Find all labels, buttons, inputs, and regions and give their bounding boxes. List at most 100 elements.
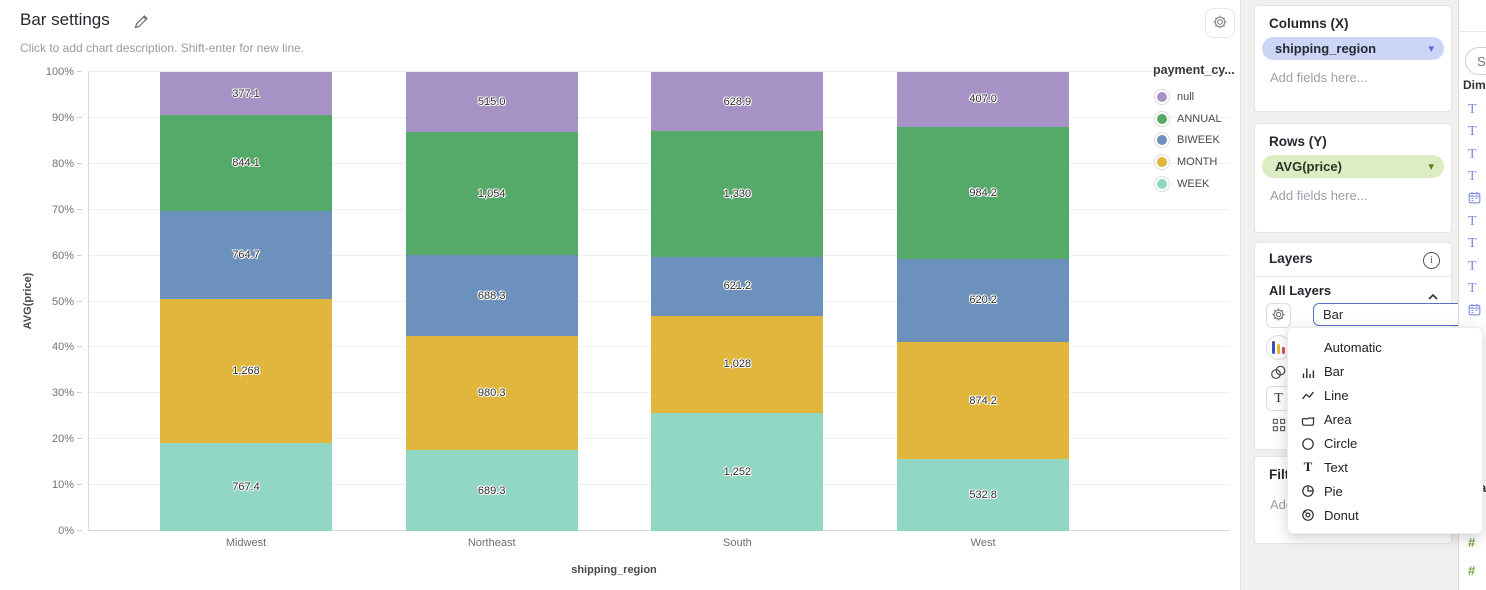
legend-swatch-icon xyxy=(1157,156,1167,167)
y-tick-label: 30% xyxy=(51,387,74,400)
bar-segment[interactable]: 764.7 xyxy=(160,211,332,299)
bar-value-label: 980.3 xyxy=(477,387,506,400)
dimension-field-item[interactable]: T xyxy=(1468,257,1477,277)
pie-chart-icon xyxy=(1301,484,1324,498)
menu-item-donut[interactable]: Donut xyxy=(1288,503,1482,527)
bar-value-label: 688.3 xyxy=(477,289,506,302)
rows-field-pill[interactable]: AVG(price) ▾ xyxy=(1262,155,1444,178)
stacked-bar: 1,252 1,028 621.2 1,330 628.9 xyxy=(651,72,824,531)
layer-type-select[interactable]: Bar ▾ xyxy=(1313,303,1471,326)
dimension-field-item[interactable]: T xyxy=(1468,145,1477,165)
menu-item-line[interactable]: Line xyxy=(1288,384,1482,408)
y-tick-mark xyxy=(77,392,82,394)
bar-segment[interactable]: 844.1 xyxy=(160,115,332,212)
measure-field-item[interactable]: # xyxy=(1468,560,1475,580)
rows-add-fields-dropzone[interactable]: Add fields here... xyxy=(1270,188,1368,203)
dimension-field-item[interactable]: T xyxy=(1468,122,1477,142)
legend-item[interactable]: BIWEEK xyxy=(1153,129,1239,151)
bar-segment[interactable]: 874.2 xyxy=(897,342,1070,460)
bar-segment[interactable]: 407.0 xyxy=(897,72,1070,127)
stacked-bar: 689.3 980.3 688.3 1,054 515.0 xyxy=(405,72,578,531)
menu-item-circle[interactable]: Circle xyxy=(1288,432,1482,456)
bar-segment[interactable]: 1,054 xyxy=(405,132,578,256)
number-field-icon: # xyxy=(1468,534,1476,550)
menu-item-automatic[interactable]: Automatic xyxy=(1288,336,1482,360)
legend-swatch-icon xyxy=(1157,91,1167,102)
chart-description-placeholder[interactable]: Click to add chart description. Shift-en… xyxy=(20,41,305,55)
text-field-icon: T xyxy=(1468,102,1477,117)
bar-segment[interactable]: 1,330 xyxy=(651,131,824,258)
bar-value-label: 1,054 xyxy=(477,187,506,200)
y-tick-label: 100% xyxy=(45,66,74,78)
gridline xyxy=(88,71,1230,72)
dimension-field-item[interactable] xyxy=(1468,190,1481,210)
dimension-field-item[interactable]: T xyxy=(1468,234,1477,254)
text-chart-icon: T xyxy=(1301,460,1324,474)
bar-segment[interactable]: 689.3 xyxy=(405,450,578,531)
menu-item-label: Area xyxy=(1324,412,1352,428)
y-tick-mark xyxy=(77,162,82,164)
bar-segment[interactable]: 515.0 xyxy=(405,72,578,133)
dimension-field-item[interactable] xyxy=(1468,302,1481,322)
legend-item[interactable]: WEEK xyxy=(1153,173,1239,195)
stacked-bar: 532.8 874.2 620.2 984.2 407.0 xyxy=(897,72,1070,531)
dimension-field-item[interactable]: T xyxy=(1468,167,1477,187)
y-tick-mark xyxy=(77,530,82,531)
layer-opacity-button[interactable] xyxy=(1266,361,1291,386)
columns-field-pill[interactable]: shipping_region ▾ xyxy=(1262,37,1444,60)
bar-segment[interactable]: 532.8 xyxy=(897,459,1070,531)
measure-field-item[interactable]: # xyxy=(1468,532,1475,552)
bar-segment[interactable]: 980.3 xyxy=(405,335,578,451)
legend-item[interactable]: null xyxy=(1153,86,1239,108)
layer-text-button[interactable]: T xyxy=(1266,386,1291,411)
x-tick-label: Midwest xyxy=(225,537,267,549)
layer-settings-button[interactable] xyxy=(1266,303,1291,328)
dimension-field-item[interactable]: T xyxy=(1468,100,1477,120)
bar-segment[interactable]: 1,252 xyxy=(651,412,824,531)
bar-segment[interactable]: 1,028 xyxy=(651,315,824,413)
bar-segment[interactable]: 688.3 xyxy=(405,255,578,336)
menu-item-area[interactable]: Area xyxy=(1288,408,1482,432)
pencil-icon xyxy=(133,15,150,33)
bar-segment[interactable]: 767.4 xyxy=(160,443,332,531)
y-tick-mark xyxy=(77,254,82,256)
edit-title-button[interactable] xyxy=(131,13,151,33)
bar-value-label: 1,028 xyxy=(723,358,752,371)
bar-segment[interactable]: 628.9 xyxy=(651,72,824,132)
menu-item-label: Donut xyxy=(1324,507,1359,523)
y-tick-label: 10% xyxy=(51,479,74,492)
bar-segment[interactable]: 377.1 xyxy=(160,72,332,116)
menu-item-bar[interactable]: Bar xyxy=(1288,360,1482,384)
menu-item-pie[interactable]: Pie xyxy=(1288,479,1482,503)
layer-size-button[interactable] xyxy=(1266,414,1291,439)
legend-label: ANNUAL xyxy=(1177,112,1222,125)
legend-item[interactable]: ANNUAL xyxy=(1153,108,1239,130)
info-icon[interactable]: i xyxy=(1423,252,1440,269)
bar-segment[interactable]: 1,268 xyxy=(160,298,332,444)
chevron-up-icon[interactable] xyxy=(1428,287,1438,305)
plot-area: 767.4 1,268 764.7 844.1 377.1 689.3 980.3 688.3… xyxy=(88,71,1230,531)
bar-value-label: 532.8 xyxy=(969,489,997,502)
circle-chart-icon xyxy=(1301,437,1324,451)
text-field-icon: T xyxy=(1468,258,1477,274)
calendar-icon xyxy=(1468,191,1481,209)
dimension-field-item[interactable]: T xyxy=(1468,212,1477,232)
search-input[interactable] xyxy=(1465,47,1486,75)
bar-segment[interactable]: 984.2 xyxy=(897,126,1070,259)
columns-add-fields-dropzone[interactable]: Add fields here... xyxy=(1270,70,1368,85)
fields-panel-toolbar xyxy=(1459,0,1486,32)
bar-segment[interactable]: 620.2 xyxy=(897,258,1070,343)
chart-title[interactable]: Bar settings xyxy=(20,10,110,29)
bar-segment[interactable]: 621.2 xyxy=(651,257,824,316)
legend-item[interactable]: MONTH xyxy=(1153,151,1239,173)
dimensions-label: Dimensions xyxy=(1463,78,1486,92)
chart-settings-button[interactable] xyxy=(1205,8,1235,38)
menu-item-text[interactable]: T Text xyxy=(1288,455,1482,479)
line-chart-icon xyxy=(1301,389,1324,403)
y-tick-label: 70% xyxy=(51,203,74,216)
legend: payment_cy... null ANNUAL BIWEEK MONTH WEEK xyxy=(1153,63,1239,194)
color-palette-icon xyxy=(1272,341,1285,354)
dimension-field-item[interactable]: T xyxy=(1468,279,1477,299)
y-tick-mark xyxy=(77,438,82,440)
